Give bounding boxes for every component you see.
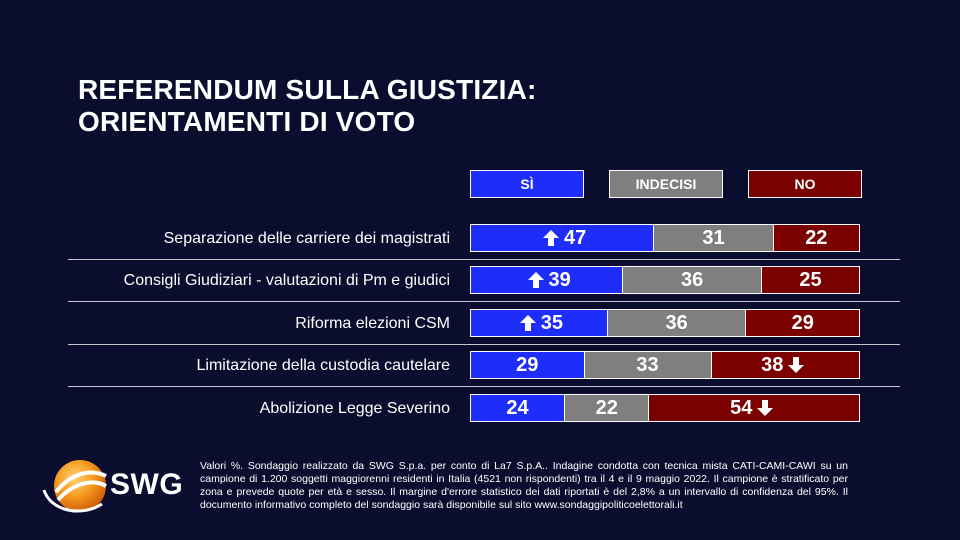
bar-segment-indecisi: 36 [606,310,747,336]
bar-segment-si: 47 [471,225,654,251]
bar-segment-no: 25 [762,267,859,293]
bar-row: 39 36 25 [470,266,860,294]
bar-row: 47 31 22 [470,224,860,252]
bar-row: 24 22 54 [470,394,860,422]
data-label: 25 [799,268,822,291]
arrow-up-icon [519,315,536,331]
bar-segment-no: 54 [649,395,859,421]
bar-segment-si: 24 [471,395,565,421]
bar-segment-si: 29 [471,352,584,378]
title-line-1: REFERENDUM SULLA GIUSTIZIA: [78,74,537,105]
data-label: 31 [702,226,725,249]
bar-segment-no: 38 [711,352,859,378]
legend-no: NO [748,170,862,198]
title-line-2: ORIENTAMENTI DI VOTO [78,106,416,137]
arrow-up-icon [527,272,544,288]
legend-indecisi: INDECISI [609,170,723,198]
row-label: Abolizione Legge Severino [259,400,450,417]
arrow-down-icon [757,400,774,416]
data-label: 38 [761,353,784,376]
data-label: 39 [548,268,571,291]
row-label: Riforma elezioni CSM [295,315,450,332]
data-label: 24 [506,396,529,419]
row-label: Consigli Giudiziari - valutazioni di Pm … [123,272,450,289]
bar-segment-indecisi: 31 [653,225,774,251]
bar-segment-no: 29 [746,310,859,336]
data-label: 33 [636,353,659,376]
data-label: 36 [681,268,704,291]
bar-segment-no: 22 [773,225,859,251]
data-label: 29 [791,311,814,334]
data-label: 29 [516,353,539,376]
footnote: Valori %. Sondaggio realizzato da SWG S.… [200,460,848,511]
data-label: 35 [540,311,564,334]
arrow-down-icon [788,357,805,373]
row-divider [68,344,900,345]
bar-row: 35 36 29 [470,309,860,337]
data-label: 47 [564,226,587,249]
data-label: 22 [805,226,828,249]
bar-segment-si: 39 [471,267,623,293]
bar-row: 29 33 38 [470,351,860,379]
page-title: REFERENDUM SULLA GIUSTIZIA: ORIENTAMENTI… [78,74,537,138]
bar-segment-indecisi: 22 [564,395,650,421]
row-label: Separazione delle carriere dei magistrat… [163,230,450,247]
row-label: Limitazione della custodia cautelare [196,357,450,374]
row-divider [68,259,900,260]
legend-si: SÌ [470,170,584,198]
bar-segment-indecisi: 36 [622,267,762,293]
row-divider [68,386,900,387]
bar-segment-si: 35 [471,310,607,336]
row-divider [68,301,900,302]
data-label: 54 [730,396,753,419]
bar-segment-indecisi: 33 [583,352,712,378]
swg-logo-icon [42,460,107,513]
data-label: 36 [665,311,688,334]
logo-text: SWG [110,468,184,501]
arrow-up-icon [543,230,560,246]
data-label: 22 [595,396,618,419]
